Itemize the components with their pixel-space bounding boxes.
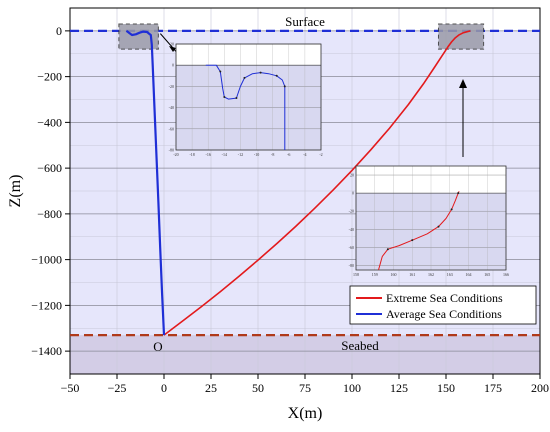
x-tick-label-2: 0 bbox=[161, 381, 167, 395]
inset-x-tick-label-6: 164 bbox=[466, 272, 472, 277]
inset-marker-4 bbox=[411, 239, 414, 242]
inset-x-tick-label-4: -12 bbox=[238, 152, 243, 157]
legend-label-average: Average Sea Conditions bbox=[386, 307, 502, 321]
inset-x-tick-label-8: -4 bbox=[303, 152, 306, 157]
inset-x-tick-label-9: -2 bbox=[319, 152, 322, 157]
x-tick-label-10: 200 bbox=[531, 381, 549, 395]
y-tick-label-6: −1200 bbox=[31, 298, 62, 312]
inset-series-line bbox=[205, 64, 286, 150]
inset-marker-8 bbox=[243, 76, 246, 79]
y-tick-label-4: −800 bbox=[37, 207, 62, 221]
inset-y-tick-label-3: -40 bbox=[349, 227, 354, 232]
inset-frame bbox=[175, 43, 322, 151]
inset-x-tick-label-5: 163 bbox=[447, 272, 453, 277]
y-tick-label-0: 0 bbox=[56, 24, 62, 38]
inset-x-tick-label-3: -14 bbox=[222, 152, 227, 157]
inset-frame bbox=[355, 165, 507, 271]
y-axis-title: Z(m) bbox=[7, 175, 24, 208]
series-line-average bbox=[125, 29, 166, 336]
surface-label: Surface bbox=[285, 14, 325, 29]
inset-x-tick-label-2: -16 bbox=[206, 152, 211, 157]
inset-x-tick-label-5: -10 bbox=[254, 152, 259, 157]
inset-marker-6 bbox=[235, 97, 238, 100]
inset-x-tick-label-3: 161 bbox=[409, 272, 415, 277]
x-tick-label-0: −50 bbox=[61, 381, 80, 395]
seabed-label: Seabed bbox=[341, 338, 379, 353]
y-tick-label-5: −1000 bbox=[31, 253, 62, 267]
inset-marker-8 bbox=[450, 208, 453, 211]
legend-label-extreme: Extreme Sea Conditions bbox=[386, 291, 503, 305]
series-line-extreme bbox=[163, 30, 471, 336]
inset-x-tick-label-4: 162 bbox=[428, 272, 434, 277]
inset-x-tick-label-8: 166 bbox=[503, 272, 509, 277]
inset-marker-6 bbox=[437, 225, 440, 228]
arrow-average-head bbox=[169, 46, 176, 52]
inset-x-tick-label-0: 158 bbox=[353, 272, 359, 277]
inset-y-tick-label-3: -40 bbox=[169, 105, 174, 110]
origin-label: O bbox=[153, 339, 162, 354]
inset-y-tick-label-5: -80 bbox=[349, 263, 354, 268]
inset-series-line bbox=[378, 191, 460, 271]
x-tick-label-1: −25 bbox=[108, 381, 127, 395]
inset-y-tick-label-0: 20 bbox=[170, 42, 174, 47]
inset-marker-2 bbox=[386, 248, 389, 251]
x-tick-label-8: 150 bbox=[437, 381, 455, 395]
inset-x-tick-label-1: 159 bbox=[372, 272, 378, 277]
inset-x-tick-label-6: -8 bbox=[271, 152, 274, 157]
legend: Extreme Sea Conditions Average Sea Condit… bbox=[349, 285, 537, 325]
zoom-box-extreme bbox=[437, 23, 485, 50]
inset-y-tick-label-5: -80 bbox=[169, 148, 174, 153]
inset-y-tick-label-4: -60 bbox=[349, 245, 354, 250]
inset-y-tick-label-1: 0 bbox=[172, 63, 174, 68]
y-tick-label-7: −1400 bbox=[31, 344, 62, 358]
x-tick-label-3: 25 bbox=[205, 381, 217, 395]
inset-extreme-detail: 20 0 -20 -40 -60 -80 158 159 160 161 162 163 164 165 1… bbox=[349, 165, 509, 277]
inset-x-tick-label-1: -18 bbox=[189, 152, 194, 157]
x-tick-label-9: 175 bbox=[484, 381, 502, 395]
x-tick-label-7: 125 bbox=[390, 381, 408, 395]
x-tick-label-6: 100 bbox=[343, 381, 361, 395]
inset-x-tick-label-0: -20 bbox=[173, 152, 178, 157]
x-tick-label-5: 75 bbox=[299, 381, 311, 395]
legend-box bbox=[349, 285, 537, 325]
inset-x-tick-label-2: 160 bbox=[391, 272, 397, 277]
inset-marker-4 bbox=[223, 96, 226, 98]
inset-y-tick-label-1: 0 bbox=[352, 191, 354, 196]
inset-marker-2 bbox=[219, 70, 222, 73]
inset-marker-10 bbox=[457, 192, 460, 195]
inset-y-tick-label-2: -20 bbox=[349, 209, 354, 214]
inset-y-tick-label-0: 20 bbox=[350, 173, 354, 178]
inset-sky bbox=[176, 44, 321, 66]
inset-marker-10 bbox=[259, 71, 262, 74]
y-tick-label-2: −400 bbox=[37, 115, 62, 129]
inset-average-detail: 200-20-40-60-80-20 -18 -16 -14 -12 -10 -8 -6 -4-… bbox=[169, 42, 323, 158]
y-tick-label-1: −200 bbox=[37, 70, 62, 84]
inset-marker-12 bbox=[275, 74, 278, 77]
x-tick-label-4: 50 bbox=[252, 381, 264, 395]
y-tick-label-3: −600 bbox=[37, 161, 62, 175]
x-axis-title: X(m) bbox=[288, 405, 323, 422]
inset-y-tick-label-4: -60 bbox=[169, 126, 174, 131]
inset-x-tick-label-7: 165 bbox=[484, 272, 490, 277]
inset-x-tick-label-7: -6 bbox=[287, 152, 290, 157]
inset-y-tick-label-2: -20 bbox=[169, 84, 174, 89]
inset-marker-14 bbox=[283, 85, 286, 88]
arrow-extreme-head bbox=[459, 79, 467, 88]
